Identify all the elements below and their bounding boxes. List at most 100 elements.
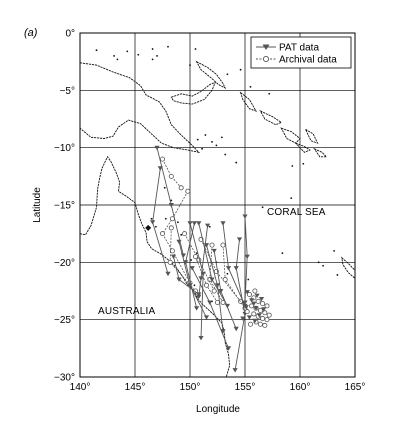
archival-marker: [192, 254, 198, 260]
pat-marker: [261, 307, 267, 312]
archival-marker: [260, 301, 266, 307]
pat-track: [234, 239, 246, 371]
archival-marker: [255, 298, 261, 304]
island: [113, 55, 115, 57]
archival-track: [200, 239, 241, 302]
island: [235, 161, 238, 164]
island: [116, 58, 119, 61]
pat-marker: [176, 239, 182, 245]
archival-marker: [264, 303, 270, 309]
pat-marker: [243, 305, 249, 310]
pat-marker: [150, 220, 156, 225]
island: [156, 55, 158, 57]
island: [322, 264, 324, 267]
archival-marker: [211, 288, 217, 294]
pat-marker: [157, 166, 163, 171]
island: [137, 53, 140, 56]
pat-marker: [207, 300, 213, 305]
pat-marker: [249, 298, 255, 303]
pat-marker: [165, 271, 171, 277]
pat-marker: [252, 318, 258, 324]
pat-marker: [176, 277, 182, 282]
archival-marker: [222, 277, 228, 283]
pat-marker: [218, 289, 224, 294]
archival-marker: [168, 225, 174, 231]
x-tick-label: 150°: [180, 382, 201, 393]
island: [224, 153, 227, 156]
pat-marker: [180, 253, 186, 258]
coastline-solomon-island: [259, 110, 283, 126]
archival-marker: [181, 231, 187, 237]
pat-marker: [154, 145, 160, 151]
pat-marker: [187, 221, 193, 226]
island: [215, 144, 218, 147]
pat-marker: [244, 254, 250, 259]
archival-marker: [178, 185, 184, 191]
x-tick-label: 140°: [70, 382, 91, 393]
coastline-new-guinea: [80, 62, 201, 154]
pat-marker: [256, 313, 262, 318]
island: [281, 252, 284, 255]
x-tick-label: 165°: [345, 382, 366, 393]
pat-marker: [225, 266, 232, 271]
island: [190, 259, 193, 261]
island: [204, 134, 207, 136]
archival-track: [162, 191, 191, 284]
coastlines: [80, 45, 355, 377]
y-tick-label: −15°: [54, 201, 75, 212]
island: [268, 92, 271, 95]
archival-marker: [203, 282, 209, 288]
island: [291, 165, 294, 167]
island: [195, 252, 198, 255]
y-tick-label: −20°: [54, 258, 75, 269]
pat-marker: [244, 290, 250, 295]
pat-marker: [242, 214, 248, 219]
pat-marker: [170, 254, 177, 259]
x-axis-title: Longitude: [196, 404, 240, 415]
pat-marker: [254, 293, 260, 298]
island: [226, 272, 229, 275]
pat-marker: [236, 237, 243, 242]
pat-marker: [198, 336, 204, 341]
pat-marker: [209, 277, 215, 282]
y-tick-labels: 0° −5° −10° −15° −20° −25° −30°: [54, 29, 75, 384]
archival-marker: [246, 291, 252, 297]
pat-marker: [196, 221, 202, 226]
island: [239, 68, 242, 71]
island: [302, 162, 305, 165]
pat-marker: [196, 292, 202, 297]
archival-marker: [266, 312, 272, 318]
x-tick-label: 155°: [235, 382, 256, 393]
island: [193, 284, 196, 287]
island: [261, 206, 264, 209]
island: [180, 233, 183, 236]
archival-marker: [252, 288, 258, 294]
archival-marker: [159, 231, 165, 237]
island: [155, 225, 157, 228]
pat-marker: [196, 294, 202, 300]
panel-label: (a): [24, 27, 38, 39]
island: [164, 217, 167, 220]
island: [196, 138, 199, 141]
legend-archival-label: Archival data: [279, 55, 337, 66]
pat-marker: [205, 223, 211, 228]
archival-marker: [257, 307, 263, 313]
pat-marker: [203, 315, 210, 320]
pat-marker: [214, 283, 221, 288]
island: [163, 186, 166, 189]
coastline-solomon-island: [313, 147, 328, 158]
coastline-new-ireland: [195, 60, 227, 90]
archival-marker: [167, 259, 173, 265]
pat-marker: [168, 203, 174, 208]
legend-pat-marker: [262, 44, 270, 50]
coastline-solomon-island: [280, 127, 301, 144]
y-tick-label: 0°: [65, 29, 75, 40]
pat-marker: [220, 221, 226, 226]
island: [189, 64, 191, 67]
reef-marker: [145, 224, 152, 231]
australia-label: AUSTRALIA: [98, 306, 156, 317]
coral-sea-label: CORAL SEA: [267, 207, 326, 218]
island: [333, 249, 335, 252]
x-tick-labels: 140° 145° 150° 155° 160° 165°: [70, 382, 366, 393]
